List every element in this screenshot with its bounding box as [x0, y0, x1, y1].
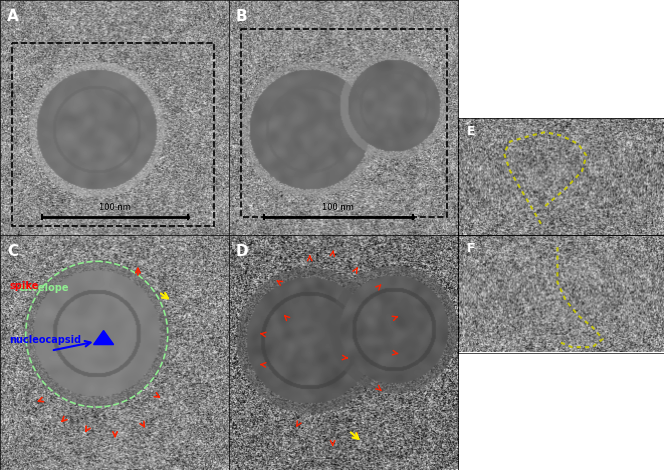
Text: spike: spike — [9, 281, 39, 291]
Text: E: E — [466, 125, 475, 138]
Text: B: B — [236, 9, 248, 24]
Text: 100 nm: 100 nm — [99, 203, 131, 212]
Text: envelope: envelope — [19, 283, 69, 293]
Text: C: C — [7, 244, 18, 259]
Text: A: A — [7, 9, 19, 24]
Text: 100 nm: 100 nm — [323, 203, 355, 212]
Bar — [12, 43, 214, 226]
Polygon shape — [94, 330, 114, 345]
Text: nucleocapsid: nucleocapsid — [9, 335, 81, 345]
Bar — [241, 29, 448, 217]
Text: F: F — [466, 242, 475, 255]
Text: D: D — [236, 244, 248, 259]
